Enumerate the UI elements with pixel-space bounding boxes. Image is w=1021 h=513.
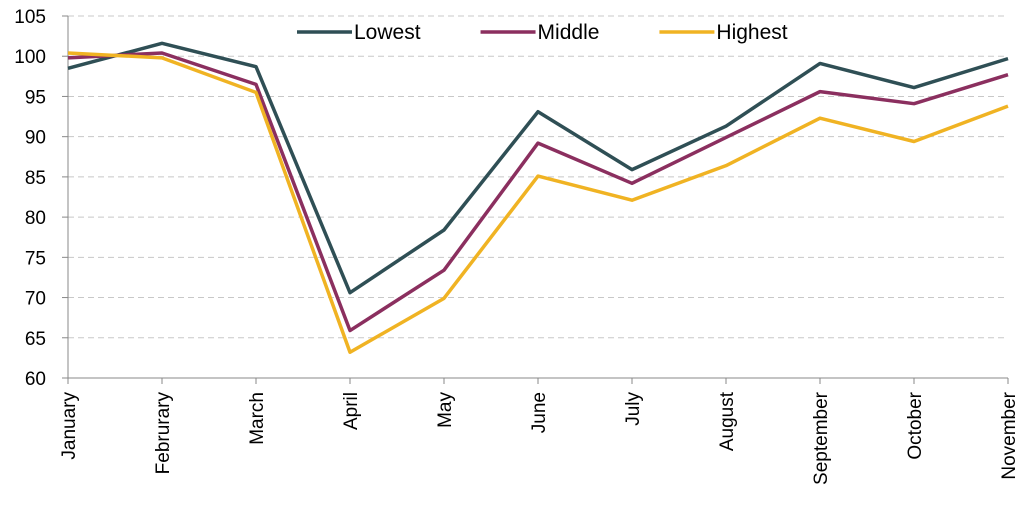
x-tick-label: March (247, 392, 268, 445)
x-tick-label: Februrary (153, 392, 174, 475)
legend-label: Middle (538, 21, 600, 44)
x-tick-label: October (905, 391, 926, 459)
legend-label: Highest (716, 21, 787, 44)
x-tick-label: September (811, 391, 832, 485)
y-tick-label: 60 (25, 369, 46, 390)
series-line (67, 51, 1009, 333)
x-tick-label: November (999, 391, 1020, 479)
y-tick-label: 95 (25, 87, 46, 108)
y-tick-label: 100 (14, 47, 46, 68)
x-tick-label: June (529, 392, 550, 433)
y-tick-label: 65 (25, 329, 46, 350)
y-tick-label: 85 (25, 168, 46, 189)
y-tick-label: 75 (25, 248, 46, 269)
x-tick-label: January (59, 392, 80, 460)
x-tick-label: April (341, 392, 362, 430)
x-tick-label: August (717, 391, 738, 451)
legend-label: Lowest (354, 21, 421, 44)
y-tick-label: 90 (25, 128, 46, 149)
y-tick-label: 80 (25, 208, 46, 229)
y-tick-label: 105 (14, 7, 46, 28)
y-tick-label: 70 (25, 289, 46, 310)
series-line (67, 51, 1009, 355)
x-tick-label: May (435, 392, 456, 428)
x-tick-label: July (623, 392, 644, 426)
series-line (67, 41, 1009, 295)
